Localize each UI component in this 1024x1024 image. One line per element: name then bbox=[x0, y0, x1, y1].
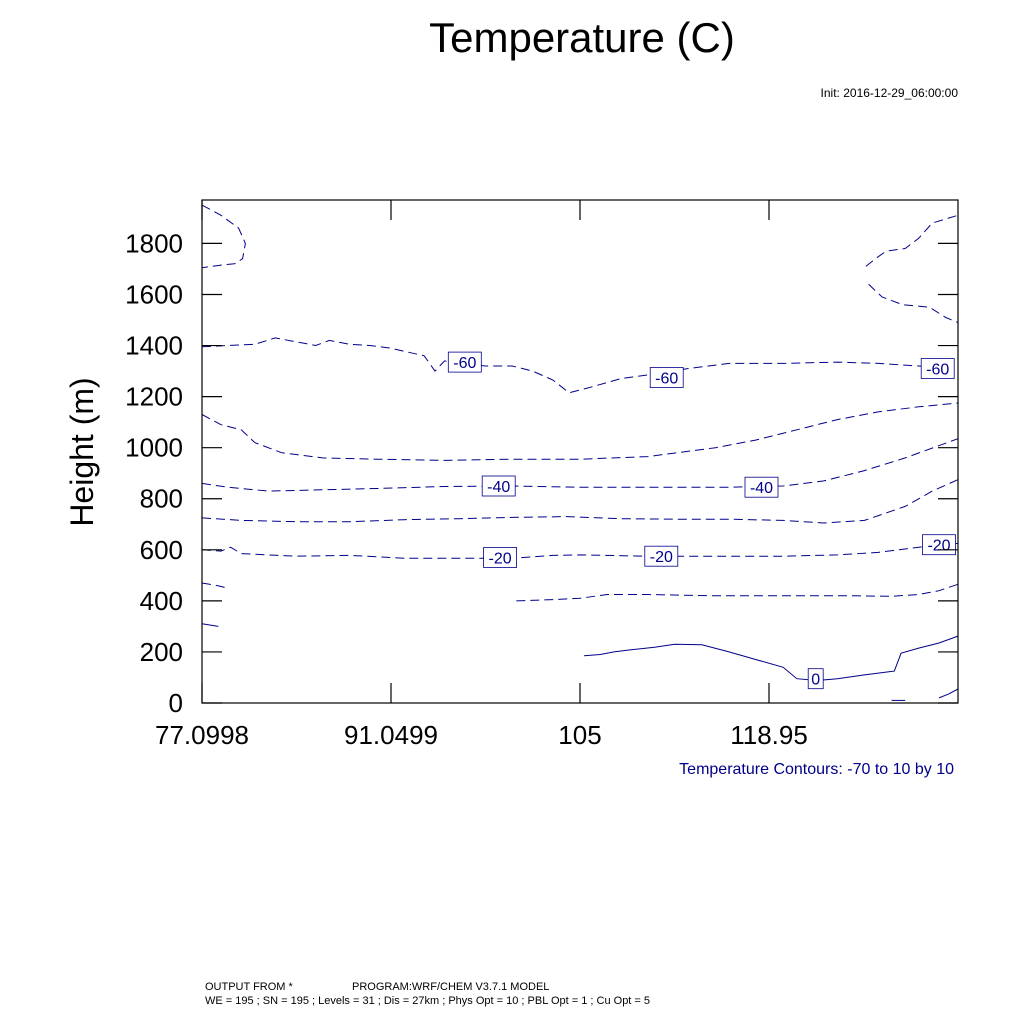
x-axis-ticks: 77.0998 91.0499 105 118.95 bbox=[155, 200, 808, 750]
contour-line-0-11 bbox=[584, 635, 959, 682]
y-tick-label-2: 400 bbox=[140, 586, 183, 616]
footer-run-info: WE = 195 ; SN = 195 ; Levels = 31 ; Dis … bbox=[205, 995, 650, 1007]
contour-labels-layer: -60 -60 -60 -40 -40 -20 -20 -20 0 bbox=[447, 351, 956, 690]
plot-frame bbox=[201, 199, 959, 704]
contour-label-box bbox=[807, 668, 824, 690]
contour-label-text: -20 bbox=[927, 538, 950, 555]
contour-line--10-9 bbox=[516, 583, 959, 602]
contour-label-box bbox=[483, 547, 518, 568]
contour-label-text: -40 bbox=[487, 479, 510, 496]
y-tick-label-6: 1200 bbox=[125, 382, 183, 412]
contour-label-box bbox=[920, 358, 955, 379]
contours-layer bbox=[201, 204, 959, 701]
y-tick-label-5: 1000 bbox=[125, 433, 183, 463]
contour-line-0-10 bbox=[201, 623, 219, 627]
contour-label-box bbox=[644, 545, 679, 567]
contour-label-box bbox=[649, 367, 684, 388]
contour-label-0: -60 bbox=[447, 351, 482, 373]
footer-program: PROGRAM:WRF/CHEM V3.7.1 MODEL bbox=[352, 981, 549, 993]
contour-label-8: 0 bbox=[807, 668, 824, 690]
contour-label-6: -20 bbox=[644, 545, 679, 567]
y-tick-label-9: 1800 bbox=[125, 228, 183, 258]
chart-title: Temperature (C) bbox=[429, 14, 735, 61]
contour-label-text: 0 bbox=[811, 672, 820, 689]
contour-line--60-3 bbox=[201, 337, 959, 394]
y-axis-label: Height (m) bbox=[64, 377, 100, 526]
contour-line--70-1 bbox=[865, 214, 959, 267]
x-tick-label-0: 77.0998 bbox=[155, 720, 249, 750]
footer-output-from: OUTPUT FROM * bbox=[205, 981, 294, 993]
contour-label-1: -60 bbox=[649, 367, 684, 388]
contour-label-text: -20 bbox=[650, 549, 673, 566]
y-tick-label-8: 1600 bbox=[125, 279, 183, 309]
x-tick-label-2: 105 bbox=[558, 720, 601, 750]
contour-label-text: -60 bbox=[926, 362, 949, 379]
y-tick-label-4: 800 bbox=[140, 484, 183, 514]
contour-legend-label: Temperature Contours: -70 to 10 by 10 bbox=[679, 761, 954, 778]
y-tick-label-0: 0 bbox=[169, 688, 183, 718]
contour-label-box bbox=[481, 475, 516, 497]
contour-label-5: -20 bbox=[483, 547, 518, 568]
x-tick-label-3: 118.95 bbox=[730, 720, 808, 750]
contour-label-text: -40 bbox=[750, 480, 773, 497]
contour-line-0-13 bbox=[938, 688, 959, 699]
contour-line--40-5 bbox=[201, 438, 959, 492]
contour-line--70-2 bbox=[868, 283, 959, 324]
contour-label-text: -60 bbox=[655, 371, 678, 388]
contour-label-box bbox=[447, 351, 482, 373]
contour-label-4: -40 bbox=[744, 476, 779, 498]
contour-line--30-6 bbox=[201, 479, 959, 524]
y-tick-label-7: 1400 bbox=[125, 331, 183, 361]
contour-line--10-8 bbox=[201, 582, 228, 589]
y-tick-label-3: 600 bbox=[140, 535, 183, 565]
contour-line--50-4 bbox=[201, 402, 959, 461]
init-time-label: Init: 2016-12-29_06:00:00 bbox=[821, 86, 959, 100]
y-tick-label-1: 200 bbox=[140, 637, 183, 667]
contour-line--20-7 bbox=[201, 542, 959, 559]
contour-label-box bbox=[744, 476, 779, 498]
contour-label-7: -20 bbox=[922, 534, 956, 556]
contour-line--70-0 bbox=[201, 204, 246, 269]
contour-label-text: -60 bbox=[453, 355, 476, 372]
contour-label-text: -20 bbox=[489, 551, 512, 568]
y-axis-ticks: 0 200 400 600 800 1000 1200 1400 1600 1800 bbox=[125, 228, 958, 718]
contour-label-2: -60 bbox=[920, 358, 955, 379]
contour-label-3: -40 bbox=[481, 475, 516, 497]
x-tick-label-1: 91.0499 bbox=[344, 720, 438, 750]
